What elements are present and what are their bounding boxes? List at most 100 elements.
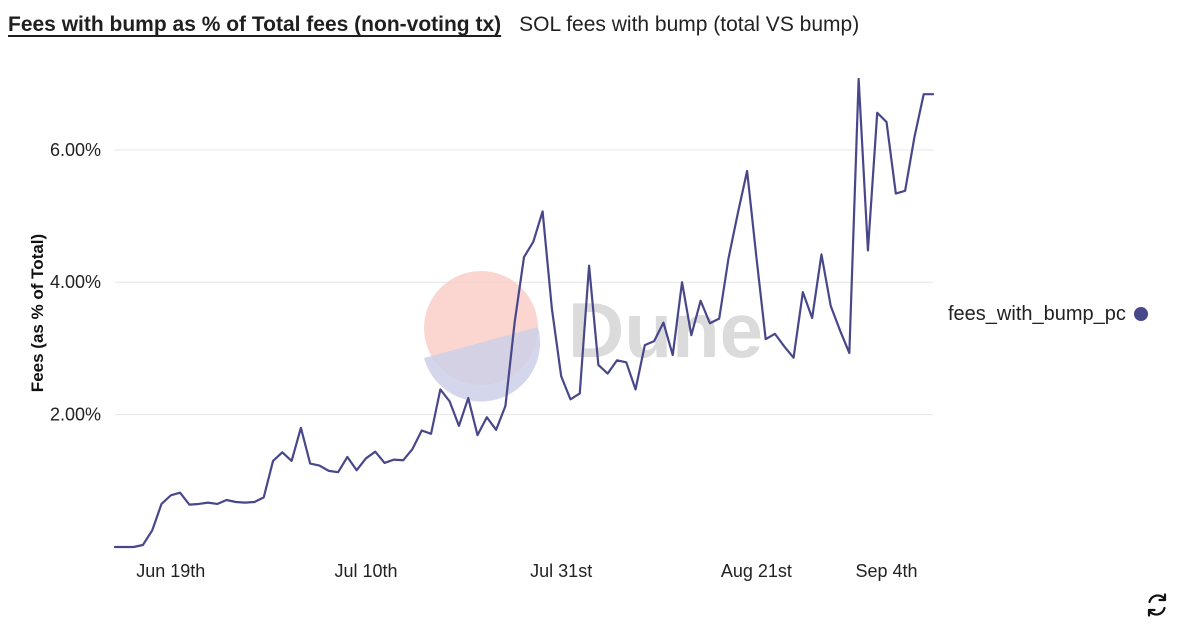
data-point[interactable] bbox=[818, 251, 824, 257]
data-point[interactable] bbox=[605, 371, 611, 377]
data-point[interactable] bbox=[307, 461, 313, 467]
y-tick-label: 2.00% bbox=[50, 405, 101, 425]
data-point[interactable] bbox=[112, 544, 118, 550]
data-point[interactable] bbox=[437, 386, 443, 392]
data-point[interactable] bbox=[567, 396, 573, 402]
data-point[interactable] bbox=[298, 425, 304, 431]
data-point[interactable] bbox=[837, 328, 843, 334]
data-point[interactable] bbox=[670, 352, 676, 358]
data-point[interactable] bbox=[121, 544, 127, 550]
data-point[interactable] bbox=[382, 460, 388, 466]
x-tick-label: Jul 10th bbox=[334, 561, 397, 581]
data-point[interactable] bbox=[586, 263, 592, 269]
data-point[interactable] bbox=[233, 499, 239, 505]
data-point[interactable] bbox=[475, 432, 481, 438]
data-point[interactable] bbox=[884, 119, 890, 125]
data-point[interactable] bbox=[261, 494, 267, 500]
data-point[interactable] bbox=[354, 467, 360, 473]
data-point[interactable] bbox=[344, 454, 350, 460]
data-point[interactable] bbox=[168, 492, 174, 498]
data-point[interactable] bbox=[688, 332, 694, 338]
data-point[interactable] bbox=[874, 110, 880, 116]
data-point[interactable] bbox=[196, 501, 202, 507]
legend-marker[interactable] bbox=[1134, 307, 1148, 321]
data-point[interactable] bbox=[270, 458, 276, 464]
data-point[interactable] bbox=[335, 469, 341, 475]
data-point[interactable] bbox=[326, 468, 332, 474]
data-point[interactable] bbox=[214, 501, 220, 507]
data-point[interactable] bbox=[549, 306, 555, 312]
data-point[interactable] bbox=[763, 336, 769, 342]
data-point[interactable] bbox=[660, 320, 666, 326]
data-point[interactable] bbox=[633, 386, 639, 392]
x-tick-label: Sep 4th bbox=[855, 561, 917, 581]
tab-sol-fees-with-bump[interactable]: SOL fees with bump (total VS bump) bbox=[519, 13, 860, 36]
data-point[interactable] bbox=[186, 502, 192, 508]
data-point[interactable] bbox=[140, 542, 146, 548]
data-point[interactable] bbox=[651, 338, 657, 344]
data-point[interactable] bbox=[242, 500, 248, 506]
data-point[interactable] bbox=[744, 168, 750, 174]
data-point[interactable] bbox=[726, 255, 732, 261]
data-point[interactable] bbox=[642, 342, 648, 348]
data-point[interactable] bbox=[698, 298, 704, 304]
data-point[interactable] bbox=[224, 497, 230, 503]
data-point[interactable] bbox=[828, 303, 834, 309]
data-point[interactable] bbox=[930, 91, 936, 97]
refresh-icon[interactable] bbox=[1142, 590, 1172, 620]
data-point[interactable] bbox=[502, 403, 508, 409]
data-point[interactable] bbox=[707, 320, 713, 326]
data-point[interactable] bbox=[465, 395, 471, 401]
data-point[interactable] bbox=[372, 449, 378, 455]
data-point[interactable] bbox=[391, 457, 397, 463]
data-point[interactable] bbox=[735, 210, 741, 216]
data-point[interactable] bbox=[577, 390, 583, 396]
data-point[interactable] bbox=[530, 239, 536, 245]
data-point[interactable] bbox=[921, 91, 927, 97]
data-point[interactable] bbox=[772, 331, 778, 337]
data-point[interactable] bbox=[363, 455, 369, 461]
data-point[interactable] bbox=[447, 398, 453, 404]
data-point[interactable] bbox=[205, 500, 211, 506]
data-point[interactable] bbox=[846, 350, 852, 356]
data-point[interactable] bbox=[716, 316, 722, 322]
data-point[interactable] bbox=[419, 427, 425, 433]
data-point[interactable] bbox=[540, 208, 546, 214]
data-point[interactable] bbox=[289, 458, 295, 464]
data-point[interactable] bbox=[400, 457, 406, 463]
data-point[interactable] bbox=[781, 343, 787, 349]
data-point[interactable] bbox=[679, 279, 685, 285]
dune-watermark: Dune bbox=[424, 271, 763, 402]
data-point[interactable] bbox=[456, 423, 462, 429]
data-point[interactable] bbox=[158, 501, 164, 507]
data-point[interactable] bbox=[317, 463, 323, 469]
data-point[interactable] bbox=[512, 319, 518, 325]
data-point[interactable] bbox=[809, 315, 815, 321]
series-line-fees-with-bump[interactable] bbox=[113, 77, 935, 549]
data-point[interactable] bbox=[558, 373, 564, 379]
data-point[interactable] bbox=[623, 359, 629, 365]
data-point[interactable] bbox=[800, 289, 806, 295]
data-point[interactable] bbox=[791, 355, 797, 361]
data-point[interactable] bbox=[484, 414, 490, 420]
data-point[interactable] bbox=[279, 449, 285, 455]
data-point[interactable] bbox=[177, 490, 183, 496]
data-point[interactable] bbox=[251, 499, 257, 505]
data-point[interactable] bbox=[865, 247, 871, 253]
y-axis-label: Fees (as % of Total) bbox=[28, 234, 47, 392]
data-point[interactable] bbox=[521, 254, 527, 260]
data-point[interactable] bbox=[149, 527, 155, 533]
data-point[interactable] bbox=[753, 254, 759, 260]
data-point[interactable] bbox=[428, 431, 434, 437]
data-point[interactable] bbox=[902, 188, 908, 194]
data-point[interactable] bbox=[131, 544, 137, 550]
data-point[interactable] bbox=[409, 446, 415, 452]
data-point[interactable] bbox=[911, 134, 917, 140]
data-point[interactable] bbox=[595, 362, 601, 368]
tab-fees-with-bump-percent[interactable]: Fees with bump as % of Total fees (non-v… bbox=[8, 13, 502, 36]
data-point[interactable] bbox=[614, 357, 620, 363]
series-layer bbox=[112, 76, 936, 550]
data-point[interactable] bbox=[493, 427, 499, 433]
data-point[interactable] bbox=[856, 76, 862, 82]
data-point[interactable] bbox=[893, 191, 899, 197]
